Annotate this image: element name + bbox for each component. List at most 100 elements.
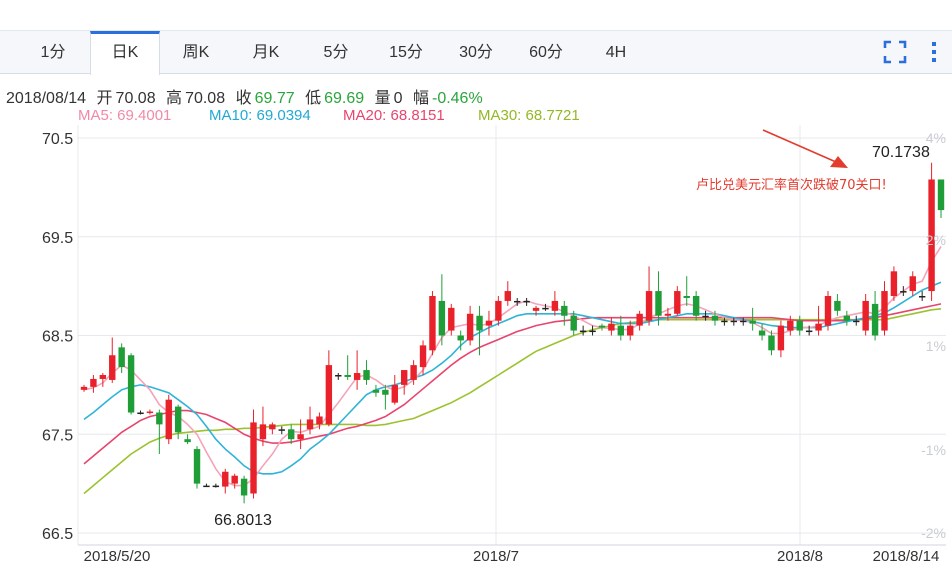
candle-body bbox=[551, 300, 559, 311]
candle bbox=[391, 375, 398, 405]
candle bbox=[900, 286, 907, 296]
candle-body bbox=[429, 296, 436, 351]
candle-body bbox=[316, 416, 323, 425]
candle bbox=[495, 296, 502, 326]
candle bbox=[231, 473, 238, 489]
candle bbox=[617, 315, 625, 341]
candle-body bbox=[589, 330, 596, 333]
candle bbox=[570, 310, 577, 336]
candle bbox=[589, 325, 596, 336]
candle bbox=[674, 286, 681, 316]
candle bbox=[853, 315, 860, 326]
candle-body bbox=[655, 291, 662, 316]
candle bbox=[702, 310, 709, 321]
y-tick-label: 66.5 bbox=[42, 526, 73, 543]
tab-30min[interactable]: 30分 bbox=[459, 44, 493, 61]
candle bbox=[335, 373, 342, 380]
legend-ma30: MA30: 68.7721 bbox=[478, 107, 580, 124]
candle-body bbox=[871, 303, 879, 336]
candle bbox=[692, 291, 700, 321]
candle-body bbox=[137, 412, 144, 415]
candle-body bbox=[457, 335, 464, 341]
candle-body bbox=[608, 323, 615, 331]
candle-body bbox=[485, 320, 493, 326]
candle-body bbox=[890, 271, 898, 296]
fullscreen-icon[interactable] bbox=[882, 39, 908, 65]
candle bbox=[476, 305, 483, 356]
candle-body bbox=[862, 300, 869, 331]
candle bbox=[881, 281, 888, 336]
candle-body bbox=[297, 434, 304, 440]
candle bbox=[448, 303, 455, 336]
candle bbox=[636, 310, 643, 331]
tab-15min[interactable]: 15分 bbox=[389, 44, 423, 61]
candle bbox=[250, 409, 257, 499]
pct-tick-label: 2% bbox=[926, 232, 946, 248]
tab-5min[interactable]: 5分 bbox=[323, 44, 349, 61]
candle-body bbox=[363, 370, 370, 380]
candle bbox=[99, 373, 107, 387]
more-vertical-icon[interactable] bbox=[924, 39, 944, 65]
candle bbox=[862, 294, 869, 336]
candle bbox=[551, 291, 559, 316]
candle bbox=[928, 162, 935, 301]
candle bbox=[561, 300, 568, 326]
candle bbox=[109, 337, 116, 383]
candle bbox=[768, 330, 775, 356]
candle bbox=[165, 394, 172, 445]
candle-body bbox=[287, 429, 295, 440]
annotation-arrow-line bbox=[762, 129, 837, 163]
candle-body bbox=[579, 330, 587, 333]
candle bbox=[438, 274, 446, 346]
low-marker-label: 66.8013 bbox=[214, 512, 272, 529]
legend-ma20: MA20: 68.8151 bbox=[343, 107, 445, 124]
candle bbox=[344, 355, 351, 380]
candle bbox=[579, 325, 587, 336]
ma5-line bbox=[83, 246, 942, 487]
candle-body bbox=[438, 300, 446, 336]
candle bbox=[203, 483, 210, 488]
candle-body bbox=[805, 330, 813, 333]
candle-body bbox=[306, 419, 314, 430]
candle bbox=[410, 360, 417, 385]
candle-body bbox=[909, 276, 916, 292]
candle bbox=[118, 343, 125, 374]
candle-body bbox=[834, 300, 841, 311]
tab-monthly-k[interactable]: 月K bbox=[252, 44, 280, 61]
x-tick-label: 2018/5/20 bbox=[84, 548, 151, 565]
candle-body bbox=[400, 370, 408, 385]
candle-body bbox=[645, 291, 653, 321]
ma30-line bbox=[83, 308, 942, 495]
candle-body bbox=[325, 365, 333, 425]
candle bbox=[627, 320, 634, 341]
candle bbox=[805, 325, 813, 336]
tab-4h[interactable]: 4H bbox=[605, 44, 627, 61]
candle-body bbox=[881, 291, 888, 331]
candle-body bbox=[448, 307, 455, 331]
y-tick-label: 70.5 bbox=[42, 131, 73, 148]
candle-body bbox=[787, 320, 794, 331]
tab-weekly-k[interactable]: 周K bbox=[182, 44, 210, 61]
tab-1min[interactable]: 1分 bbox=[40, 44, 66, 61]
candle bbox=[193, 446, 201, 489]
candle-body bbox=[768, 335, 775, 351]
tab-60min[interactable]: 60分 bbox=[529, 44, 563, 61]
candle bbox=[278, 426, 285, 435]
candle-body bbox=[278, 429, 285, 431]
candle-series bbox=[80, 162, 945, 504]
pct-tick-label: -2% bbox=[921, 525, 946, 541]
tab-daily-k[interactable]: 日K bbox=[90, 31, 160, 75]
info-open: 70.08 bbox=[115, 90, 156, 107]
candle bbox=[542, 303, 549, 311]
candle-body bbox=[118, 347, 125, 368]
candle-body bbox=[344, 375, 351, 377]
candle bbox=[749, 307, 756, 331]
candle-body bbox=[419, 345, 427, 368]
candle bbox=[297, 419, 304, 450]
candle bbox=[815, 305, 822, 336]
candle bbox=[721, 317, 728, 326]
candle bbox=[372, 384, 380, 397]
candle-body bbox=[80, 386, 88, 390]
candle-body bbox=[824, 296, 832, 326]
candle bbox=[711, 310, 719, 326]
